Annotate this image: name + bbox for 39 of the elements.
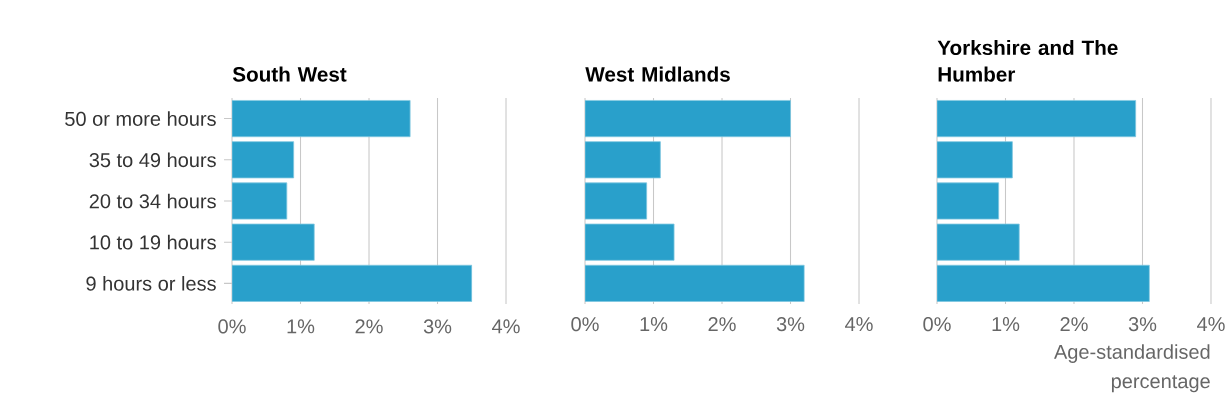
chart-title: Yorkshire and The Humber [937, 39, 1118, 82]
bar [937, 100, 1136, 137]
bar [585, 223, 675, 261]
x-tick-label: 3% [776, 317, 805, 332]
x-tick-label: 0% [923, 317, 951, 332]
bar [937, 182, 1000, 220]
y-tick-label: 35 to 49 hours [89, 152, 216, 168]
x-tick-label: 4% [1197, 317, 1225, 332]
y-tick-label: 50 or more hours [65, 111, 216, 126]
x-tick-label: 0% [571, 317, 599, 332]
bar [585, 100, 791, 137]
x-tick-label: 3% [423, 319, 452, 334]
y-tick-label: 20 to 34 hours [89, 193, 216, 209]
x-tick-label: 0% [218, 319, 246, 334]
x-tick-label: 2% [708, 317, 736, 332]
bar [937, 223, 1020, 261]
chart-title: West Midlands [585, 66, 730, 82]
bar [585, 141, 661, 179]
y-tick-label: 10 to 19 hours [90, 234, 216, 250]
bar [232, 141, 295, 179]
bar [232, 182, 288, 220]
x-axis-title: Age-standardised percentage [1054, 344, 1210, 393]
bar [232, 100, 411, 137]
x-tick-label: 4% [845, 317, 873, 332]
chart-title: South West [232, 66, 347, 82]
x-tick-label: 1% [640, 317, 668, 332]
bar [937, 141, 1013, 179]
bar [585, 264, 805, 302]
bar [232, 223, 315, 261]
x-tick-label: 4% [492, 319, 520, 334]
x-tick-label: 2% [355, 319, 383, 334]
x-tick-label: 1% [992, 317, 1020, 332]
bar [937, 264, 1150, 302]
bar [585, 182, 648, 220]
bar [232, 264, 473, 302]
x-tick-label: 2% [1060, 317, 1088, 332]
x-tick-label: 1% [287, 319, 315, 334]
y-tick-label: 9 hours or less [86, 276, 216, 291]
x-tick-label: 3% [1128, 317, 1157, 332]
